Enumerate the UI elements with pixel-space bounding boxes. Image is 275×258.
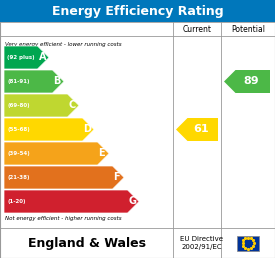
Polygon shape <box>4 118 94 141</box>
Text: Very energy efficient - lower running costs: Very energy efficient - lower running co… <box>5 42 122 47</box>
Text: (69-80): (69-80) <box>7 103 30 108</box>
Text: 89: 89 <box>243 77 259 86</box>
Text: (81-91): (81-91) <box>7 79 29 84</box>
Polygon shape <box>224 70 270 93</box>
Text: Not energy efficient - higher running costs: Not energy efficient - higher running co… <box>5 216 122 221</box>
Text: Potential: Potential <box>231 25 265 34</box>
Text: D: D <box>84 125 92 134</box>
Text: 61: 61 <box>193 125 209 134</box>
Text: (55-68): (55-68) <box>7 127 30 132</box>
Polygon shape <box>4 142 109 165</box>
Polygon shape <box>4 46 49 69</box>
Polygon shape <box>4 94 79 117</box>
Text: A: A <box>39 52 46 62</box>
Text: (1-20): (1-20) <box>7 199 26 204</box>
Polygon shape <box>4 70 64 93</box>
Text: 2002/91/EC: 2002/91/EC <box>182 244 222 250</box>
Bar <box>237 236 259 251</box>
Text: G: G <box>129 197 137 206</box>
Text: F: F <box>114 173 120 182</box>
Text: (21-38): (21-38) <box>7 175 29 180</box>
Text: C: C <box>68 101 76 110</box>
Text: B: B <box>54 77 61 86</box>
Text: Current: Current <box>183 25 211 34</box>
Text: E: E <box>98 149 105 158</box>
Text: EU Directive: EU Directive <box>180 236 223 242</box>
Bar <box>0 0 275 22</box>
Polygon shape <box>176 118 218 141</box>
Polygon shape <box>4 166 124 189</box>
Polygon shape <box>4 190 139 213</box>
Text: Energy Efficiency Rating: Energy Efficiency Rating <box>52 4 223 18</box>
Text: (39-54): (39-54) <box>7 151 30 156</box>
Text: England & Wales: England & Wales <box>28 237 145 249</box>
Text: (92 plus): (92 plus) <box>7 55 35 60</box>
